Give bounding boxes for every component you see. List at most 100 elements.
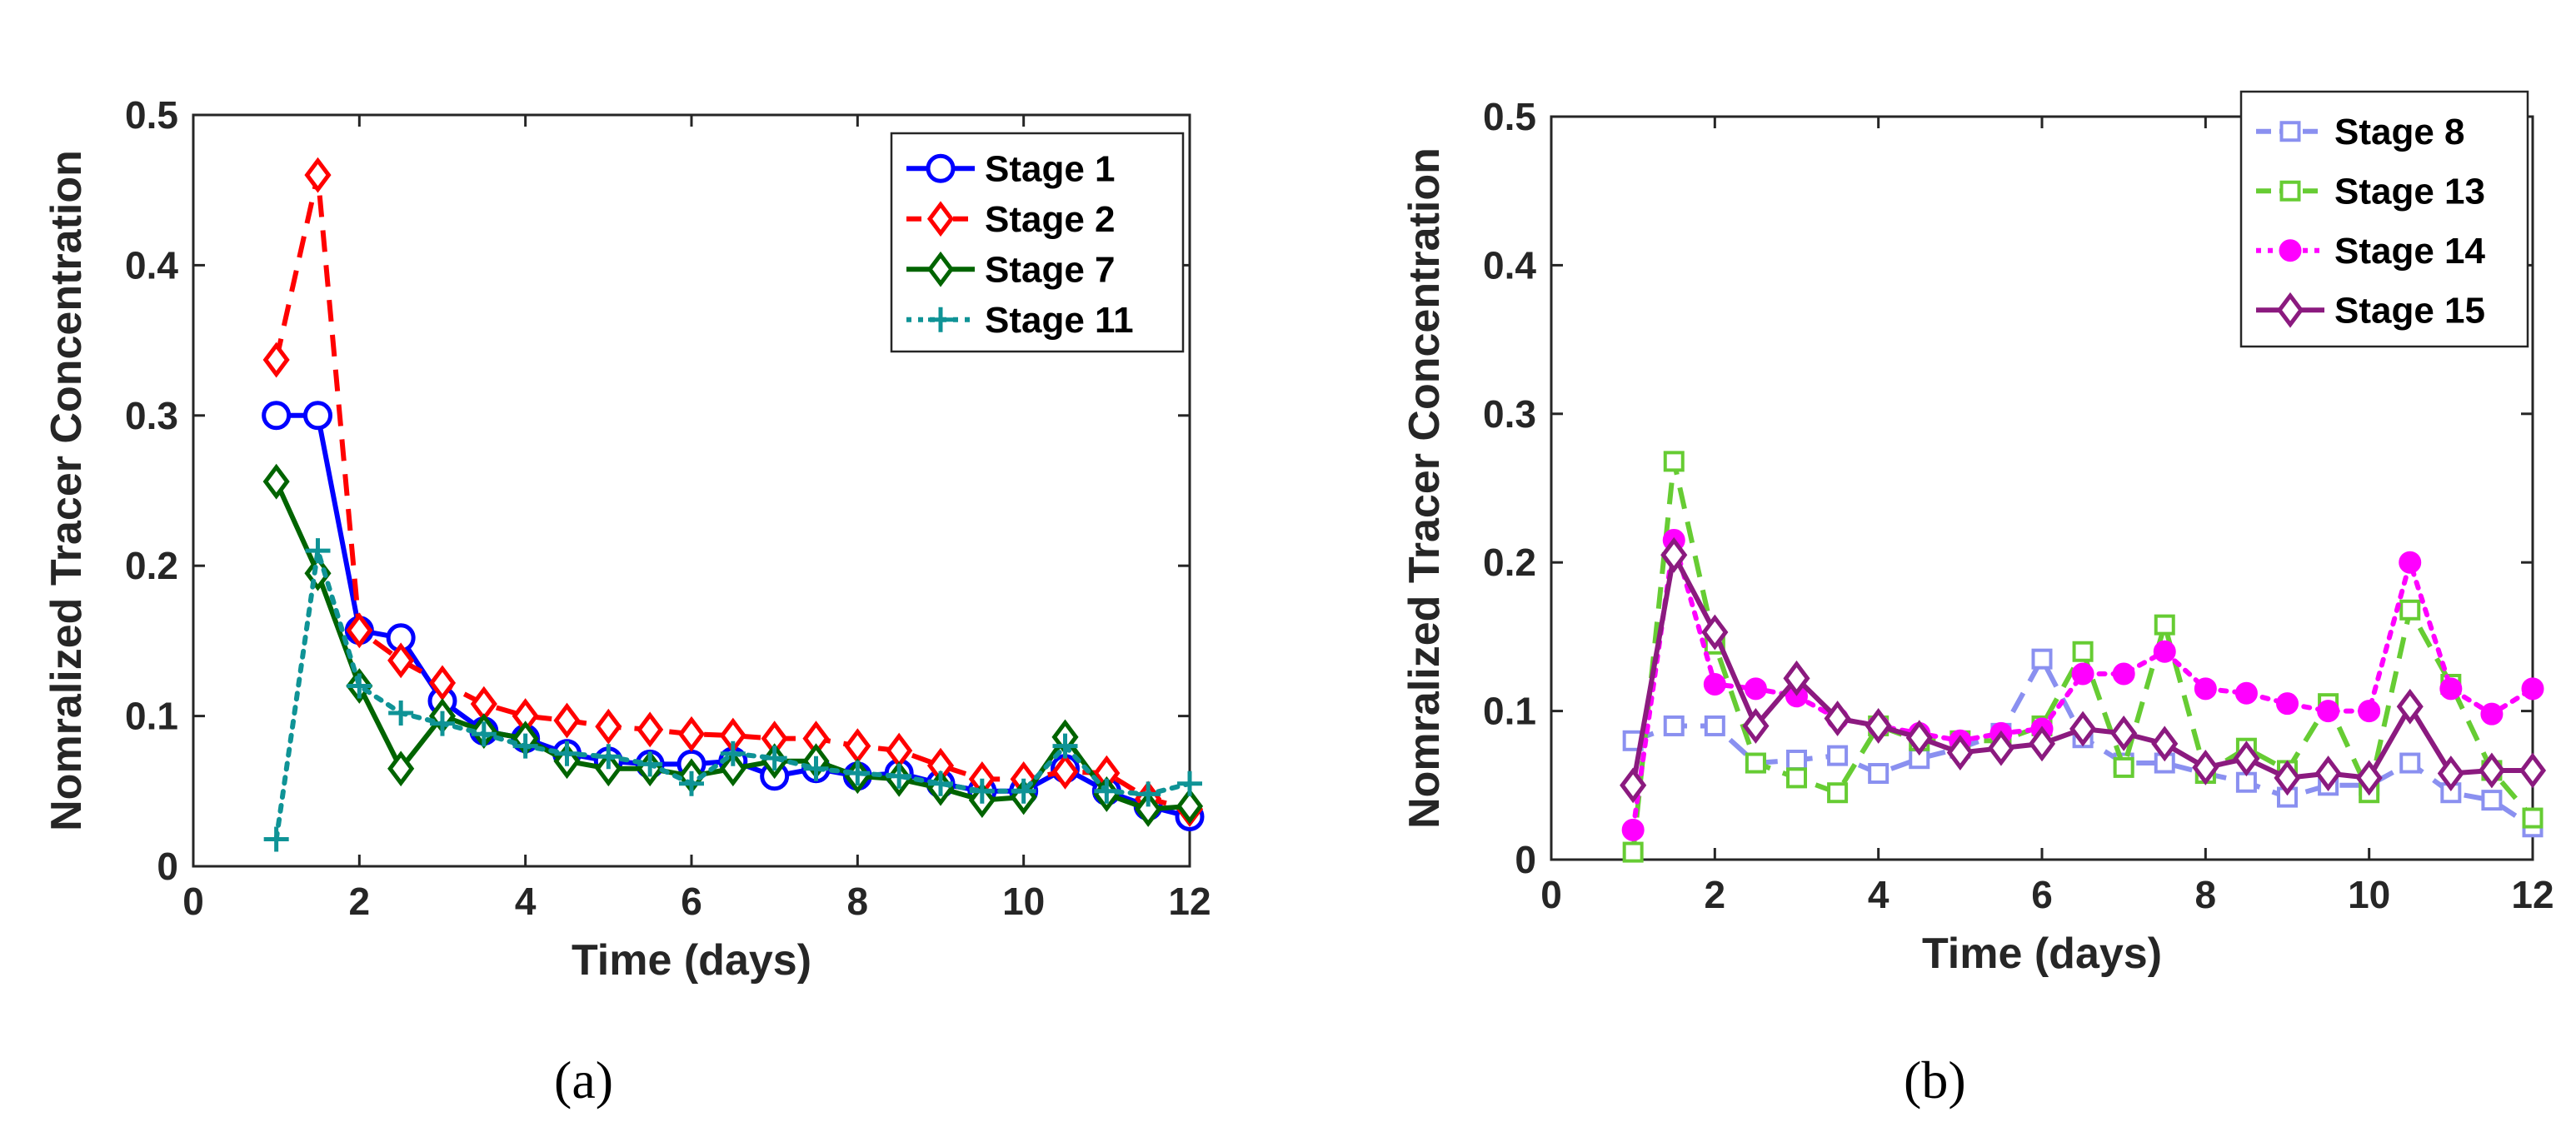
data-point-stage-7-3	[387, 751, 415, 787]
data-point-stage-8-2	[1704, 715, 1725, 736]
data-point-stage-11-12	[761, 746, 787, 771]
data-point-stage-14-16	[2276, 692, 2299, 716]
data-point-stage-2-2	[346, 612, 373, 649]
y-tick-label-b-3: 0.3	[1483, 392, 1536, 436]
y-tick-label-a-3: 0.3	[125, 394, 178, 437]
data-point-stage-13-5	[1827, 782, 1849, 804]
data-point-stage-11-4	[430, 711, 455, 736]
data-point-stage-8-1	[1663, 715, 1685, 736]
y-axis-label-b: Nomralized Tracer Concentration	[1400, 147, 1449, 829]
legend-marker-stage-15	[2276, 292, 2304, 328]
data-point-stage-8-10	[2031, 648, 2053, 670]
data-point-stage-11-20	[1094, 778, 1120, 804]
x-tick-label-a-3: 6	[681, 880, 702, 923]
y-tick-label-b-1: 0.1	[1483, 690, 1536, 733]
x-tick-label-a-5: 10	[1002, 880, 1045, 923]
data-point-stage-15-11	[2069, 711, 2097, 747]
data-point-stage-15-3	[1742, 708, 1770, 744]
data-point-stage-11-15	[886, 763, 912, 789]
data-point-stage-11-5	[471, 721, 497, 747]
x-tick-label-b-1: 2	[1705, 873, 1726, 916]
data-point-stage-11-11	[720, 741, 746, 766]
x-tick-label-b-3: 6	[2031, 873, 2053, 916]
data-point-stage-2-8	[595, 708, 622, 745]
data-point-stage-15-9	[1987, 730, 2014, 766]
data-point-stage-15-14	[2192, 749, 2219, 785]
data-point-stage-13-3	[1745, 752, 1766, 774]
legend-marker-stage-8	[2279, 121, 2301, 142]
legend-marker-stage-14	[2279, 239, 2302, 262]
data-point-stage-14-21	[2480, 702, 2504, 726]
series-stage-11	[263, 538, 1202, 852]
data-point-stage-14-13	[2153, 640, 2176, 663]
x-tick-label-a-2: 4	[515, 880, 537, 923]
data-point-stage-11-13	[803, 756, 829, 781]
data-point-stage-2-0	[262, 342, 290, 378]
data-point-stage-15-10	[2028, 726, 2056, 762]
data-point-stage-13-19	[2399, 599, 2421, 621]
data-point-stage-15-15	[2233, 741, 2260, 777]
series-stage-15	[1620, 536, 2547, 804]
y-tick-label-b-0: 0	[1515, 838, 1536, 881]
legend-b: Stage 8 Stage 13 Stage 14 Stage 15	[2239, 90, 2529, 348]
data-point-stage-13-11	[2072, 641, 2094, 662]
data-point-stage-14-0	[1621, 818, 1645, 841]
y-tick-label-b-5: 0.5	[1483, 95, 1536, 138]
data-point-stage-13-1	[1663, 451, 1685, 472]
data-point-stage-8-4	[1786, 749, 1807, 770]
x-tick-label-b-4: 8	[2195, 873, 2217, 916]
data-point-stage-15-8	[1946, 735, 1974, 770]
y-tick-label-a-2: 0.2	[125, 544, 178, 587]
legend-marker-stage-11	[928, 307, 953, 332]
legend-marker-stage-13	[2279, 180, 2301, 202]
data-point-stage-14-20	[2439, 677, 2463, 701]
data-point-stage-11-22	[1177, 770, 1202, 796]
y-tick-label-b-4: 0.4	[1483, 243, 1536, 287]
series-stage-2	[262, 157, 1204, 827]
data-point-stage-15-16	[2274, 760, 2301, 796]
data-point-stage-7-22	[1176, 788, 1204, 825]
legend-marker-stage-7	[926, 251, 955, 287]
data-point-stage-7-11	[719, 751, 746, 787]
legend-label-stage-11: Stage 11	[985, 300, 1134, 341]
chart-panel-b: 0 2 4 6 8 10 12 0 0.1 0.2 0.3 0.4 0.5 Time (days) Nomr…	[1400, 90, 2554, 978]
data-point-stage-14-18	[2358, 700, 2381, 723]
legend-label-stage-1: Stage 1	[985, 148, 1116, 189]
x-tick-label-b-6: 12	[2511, 873, 2554, 916]
panel-label-a: (a)	[554, 1050, 614, 1110]
legend-a: Stage 1 Stage 2 Stage 7 Stage 11	[890, 132, 1185, 353]
legend-marker-stage-2	[926, 201, 955, 237]
legend-label-stage-15: Stage 15	[2334, 290, 2485, 331]
legend-marker-stage-1	[926, 153, 956, 183]
legend-label-stage-7: Stage 7	[985, 249, 1116, 290]
legend-label-stage-14: Stage 14	[2334, 231, 2486, 272]
data-point-stage-8-5	[1827, 745, 1849, 766]
data-point-stage-2-9	[637, 711, 664, 748]
data-point-stage-15-6	[1865, 708, 1892, 744]
x-tick-label-b-0: 0	[1540, 873, 1562, 916]
data-point-stage-7-21	[1135, 791, 1162, 827]
legend-label-stage-2: Stage 2	[985, 199, 1116, 240]
data-point-stage-15-20	[2437, 756, 2464, 791]
data-point-stage-11-3	[388, 700, 414, 726]
data-point-stage-14-12	[2112, 662, 2135, 686]
data-point-stage-11-10	[679, 770, 704, 796]
data-point-stage-11-8	[596, 744, 622, 770]
data-point-stage-7-0	[262, 463, 290, 500]
data-point-stage-11-7	[554, 741, 580, 766]
chart-panel-a: 0 2 4 6 8 10 12 0 0.1 0.2 0.3 0.4 0.5 Time (days) Nomr…	[42, 93, 1211, 985]
data-point-stage-15-13	[2151, 726, 2179, 762]
data-point-stage-13-12	[2113, 756, 2134, 778]
x-tick-label-a-6: 12	[1168, 880, 1211, 923]
panel-label-b: (b)	[1904, 1050, 1966, 1110]
data-point-stage-15-1	[1660, 536, 1688, 573]
data-point-stage-11-9	[637, 751, 663, 777]
data-point-stage-2-4	[428, 665, 457, 701]
data-point-stage-15-21	[2478, 752, 2505, 789]
data-point-stage-11-17	[969, 778, 995, 804]
x-tick-label-a-4: 8	[847, 880, 869, 923]
data-point-stage-2-10	[677, 716, 706, 752]
data-point-stage-14-22	[2521, 677, 2544, 701]
data-point-stage-2-1	[304, 157, 332, 193]
